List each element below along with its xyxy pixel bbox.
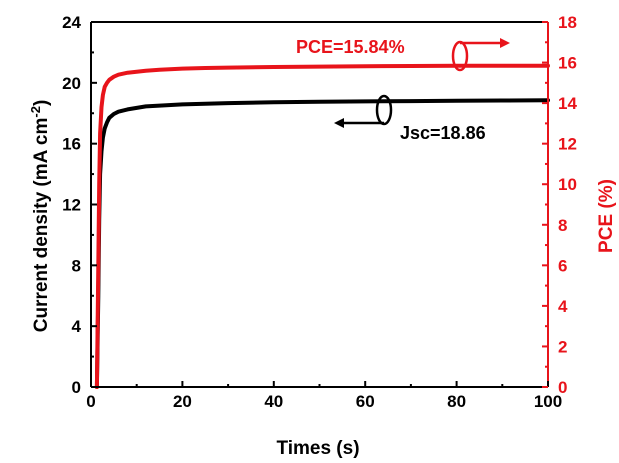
y-right-tick-label: 0 xyxy=(558,378,567,397)
y-right-tick-label: 14 xyxy=(558,94,577,113)
x-tick-label: 40 xyxy=(264,392,283,411)
pce-annotation: PCE=15.84% xyxy=(296,37,405,57)
x-tick-label: 20 xyxy=(173,392,192,411)
pce-series-line xyxy=(94,63,550,389)
x-tick-label: 100 xyxy=(534,392,562,411)
jsc-annotation: Jsc=18.86 xyxy=(400,123,486,143)
x-tick-label: 80 xyxy=(447,392,466,411)
pce-axis-marker xyxy=(451,38,510,72)
y-right-tick-label: 8 xyxy=(558,216,567,235)
y-left-tick-label: 4 xyxy=(72,317,82,336)
y-left-axis-title: Current density (mA cm-2) xyxy=(28,100,52,333)
y-left-tick-label: 0 xyxy=(72,378,81,397)
x-tick-label: 60 xyxy=(356,392,375,411)
jsc-arrow-head xyxy=(334,118,344,128)
jsc-axis-marker xyxy=(334,94,393,128)
y-right-tick-label: 4 xyxy=(558,297,568,316)
pce-arrow-head xyxy=(500,38,510,48)
y-left-tick-label: 12 xyxy=(62,196,81,215)
y-right-tick-label: 2 xyxy=(558,337,567,356)
y-right-tick-label: 18 xyxy=(558,13,577,32)
y-left-tick-label: 20 xyxy=(62,74,81,93)
y-right-tick-label: 10 xyxy=(558,175,577,194)
y-left-tick-label: 24 xyxy=(62,13,81,32)
y-right-tick-label: 6 xyxy=(558,256,567,275)
y-right-axis-title: PCE (%) xyxy=(596,179,617,253)
y-left-tick-label: 8 xyxy=(72,256,81,275)
jsc-series-line xyxy=(94,98,550,389)
x-axis-title: Times (s) xyxy=(276,438,359,459)
y-right-tick-label: 12 xyxy=(558,135,577,154)
y-left-tick-label: 16 xyxy=(62,135,81,154)
y-right-tick-label: 16 xyxy=(558,54,577,73)
x-tick-label: 0 xyxy=(86,392,95,411)
